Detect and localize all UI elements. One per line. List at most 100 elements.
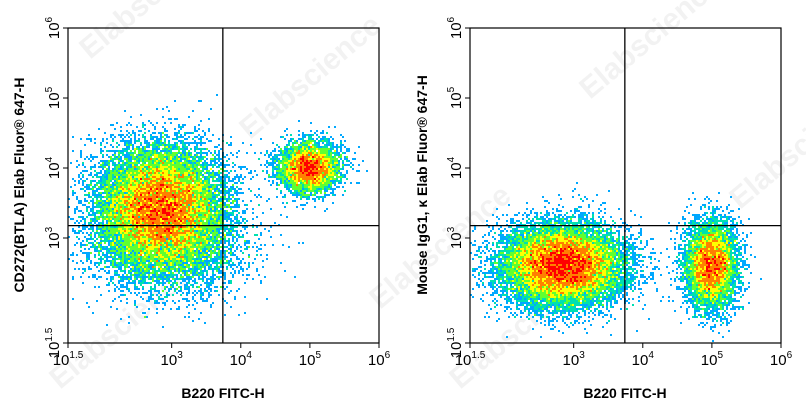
data-point <box>200 222 202 224</box>
data-point <box>78 174 80 176</box>
data-point <box>190 232 192 234</box>
data-point <box>284 162 286 164</box>
data-point <box>336 150 338 152</box>
data-point <box>296 192 298 194</box>
data-point <box>90 140 92 142</box>
data-point <box>214 224 216 226</box>
data-point <box>112 174 114 176</box>
data-point <box>184 230 186 232</box>
data-point <box>138 232 140 234</box>
data-point <box>228 244 230 246</box>
data-point <box>168 206 170 208</box>
data-point <box>102 212 104 214</box>
data-point <box>148 184 150 186</box>
data-point <box>166 154 168 156</box>
data-point <box>224 182 226 184</box>
data-point <box>174 214 176 216</box>
data-point <box>304 156 306 158</box>
data-point <box>302 154 304 156</box>
data-point <box>338 166 340 168</box>
data-point <box>150 208 152 210</box>
data-point <box>184 228 186 230</box>
data-point <box>302 132 304 134</box>
data-point <box>232 234 234 236</box>
data-point <box>332 162 334 164</box>
data-point <box>168 216 170 218</box>
data-point <box>168 140 170 142</box>
data-point <box>226 186 228 188</box>
data-point <box>166 200 168 202</box>
data-point <box>214 204 216 206</box>
data-point <box>196 196 198 198</box>
data-point <box>172 146 174 148</box>
data-point <box>188 242 190 244</box>
data-point <box>174 168 176 170</box>
data-point <box>346 160 348 162</box>
data-point <box>172 176 174 178</box>
data-point <box>188 132 190 134</box>
data-point <box>298 144 300 146</box>
data-point <box>86 216 88 218</box>
data-point <box>140 232 142 234</box>
data-point <box>302 182 304 184</box>
data-point <box>316 152 318 154</box>
data-point <box>150 160 152 162</box>
data-point <box>138 146 140 148</box>
data-point <box>68 198 70 200</box>
data-point <box>102 140 104 142</box>
data-point <box>174 164 176 166</box>
data-point <box>102 192 104 194</box>
data-point <box>80 242 82 244</box>
data-point <box>296 162 298 164</box>
data-point <box>148 180 150 182</box>
data-point <box>148 246 150 248</box>
data-point <box>242 210 244 212</box>
data-point <box>158 252 160 254</box>
data-point <box>342 136 344 138</box>
data-point <box>296 194 298 196</box>
data-point <box>310 158 312 160</box>
data-point <box>220 226 222 228</box>
data-point <box>224 196 226 198</box>
data-point <box>92 228 94 230</box>
data-point <box>318 196 320 198</box>
data-point <box>278 164 280 166</box>
data-point <box>140 114 142 116</box>
data-point <box>164 204 166 206</box>
data-point <box>166 192 168 194</box>
data-point <box>140 186 142 188</box>
data-point <box>98 224 100 226</box>
data-point <box>194 130 196 132</box>
data-point <box>300 146 302 148</box>
data-point <box>86 232 88 234</box>
data-point <box>310 186 312 188</box>
data-point <box>148 238 150 240</box>
data-point <box>314 146 316 148</box>
data-point <box>192 244 194 246</box>
data-point <box>134 182 136 184</box>
data-point <box>228 218 230 220</box>
data-point <box>202 232 204 234</box>
data-point <box>98 218 100 220</box>
data-point <box>162 168 164 170</box>
data-point <box>192 156 194 158</box>
data-point <box>146 216 148 218</box>
data-point <box>216 244 218 246</box>
data-point <box>146 200 148 202</box>
data-point <box>188 246 190 248</box>
data-point <box>272 182 274 184</box>
data-point <box>308 184 310 186</box>
data-point <box>152 216 154 218</box>
data-point <box>206 218 208 220</box>
data-point <box>184 242 186 244</box>
data-point <box>180 206 182 208</box>
data-point <box>172 198 174 200</box>
data-point <box>104 234 106 236</box>
data-point <box>218 156 220 158</box>
data-point <box>126 246 128 248</box>
data-point <box>144 238 146 240</box>
data-point <box>214 240 216 242</box>
data-point <box>150 186 152 188</box>
data-point <box>136 214 138 216</box>
data-point <box>174 166 176 168</box>
